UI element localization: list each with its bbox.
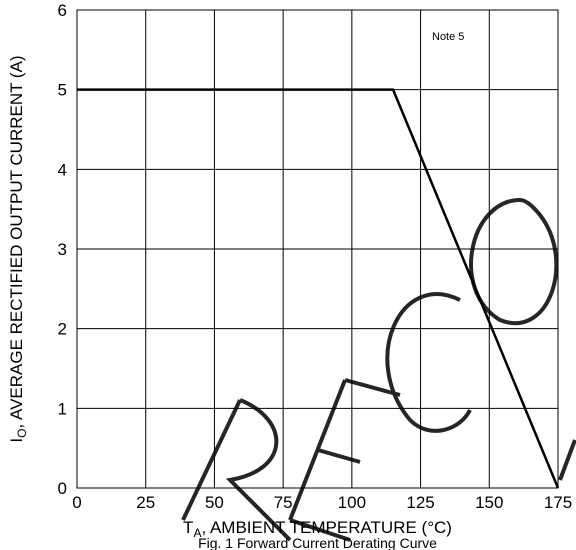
x-tick-label: 125 (406, 493, 434, 512)
y-axis-label: IO, AVERAGE RECTIFIED OUTPUT CURRENT (A) (7, 55, 29, 442)
x-axis-label-main: T (183, 518, 193, 537)
y-axis-label-main: I (7, 438, 26, 443)
note-annotation: Note 5 (432, 31, 464, 43)
x-axis-label: TA, AMBIENT TEMPERATURE (°C) (183, 518, 452, 540)
y-tick-label: 5 (58, 81, 67, 100)
x-tick-label: 150 (475, 493, 503, 512)
y-tick-label: 4 (58, 160, 67, 179)
y-tick-label: 3 (58, 240, 67, 259)
y-tick-label: 0 (58, 479, 67, 498)
x-tick-label: 0 (72, 493, 81, 512)
watermark-not-recommended (181, 198, 576, 542)
x-tick-label: 175 (544, 493, 572, 512)
chart-grid (76, 9, 559, 489)
y-axis-label-sub: O (15, 429, 29, 438)
x-tick-label: 75 (274, 493, 293, 512)
figure-caption: Fig. 1 Forward Current Derating Curve (198, 535, 437, 550)
x-tick-label: 50 (205, 493, 224, 512)
x-tick-label: 25 (136, 493, 155, 512)
y-tick-label: 1 (58, 399, 67, 418)
x-axis-label-sub: A (193, 526, 201, 540)
y-axis-label-rest: , AVERAGE RECTIFIED OUTPUT CURRENT (A) (7, 55, 26, 428)
x-tick-label: 100 (338, 493, 366, 512)
plot-frame (76, 9, 559, 489)
x-axis-ticks: 0 25 50 75 100 125 150 175 (72, 493, 572, 512)
x-axis-label-rest: , AMBIENT TEMPERATURE (°C) (201, 518, 452, 537)
y-tick-label: 2 (58, 320, 67, 339)
y-tick-label: 6 (58, 1, 67, 20)
y-axis-ticks: 0 1 2 3 4 5 6 (58, 1, 67, 498)
derating-curve-line (77, 88, 560, 489)
